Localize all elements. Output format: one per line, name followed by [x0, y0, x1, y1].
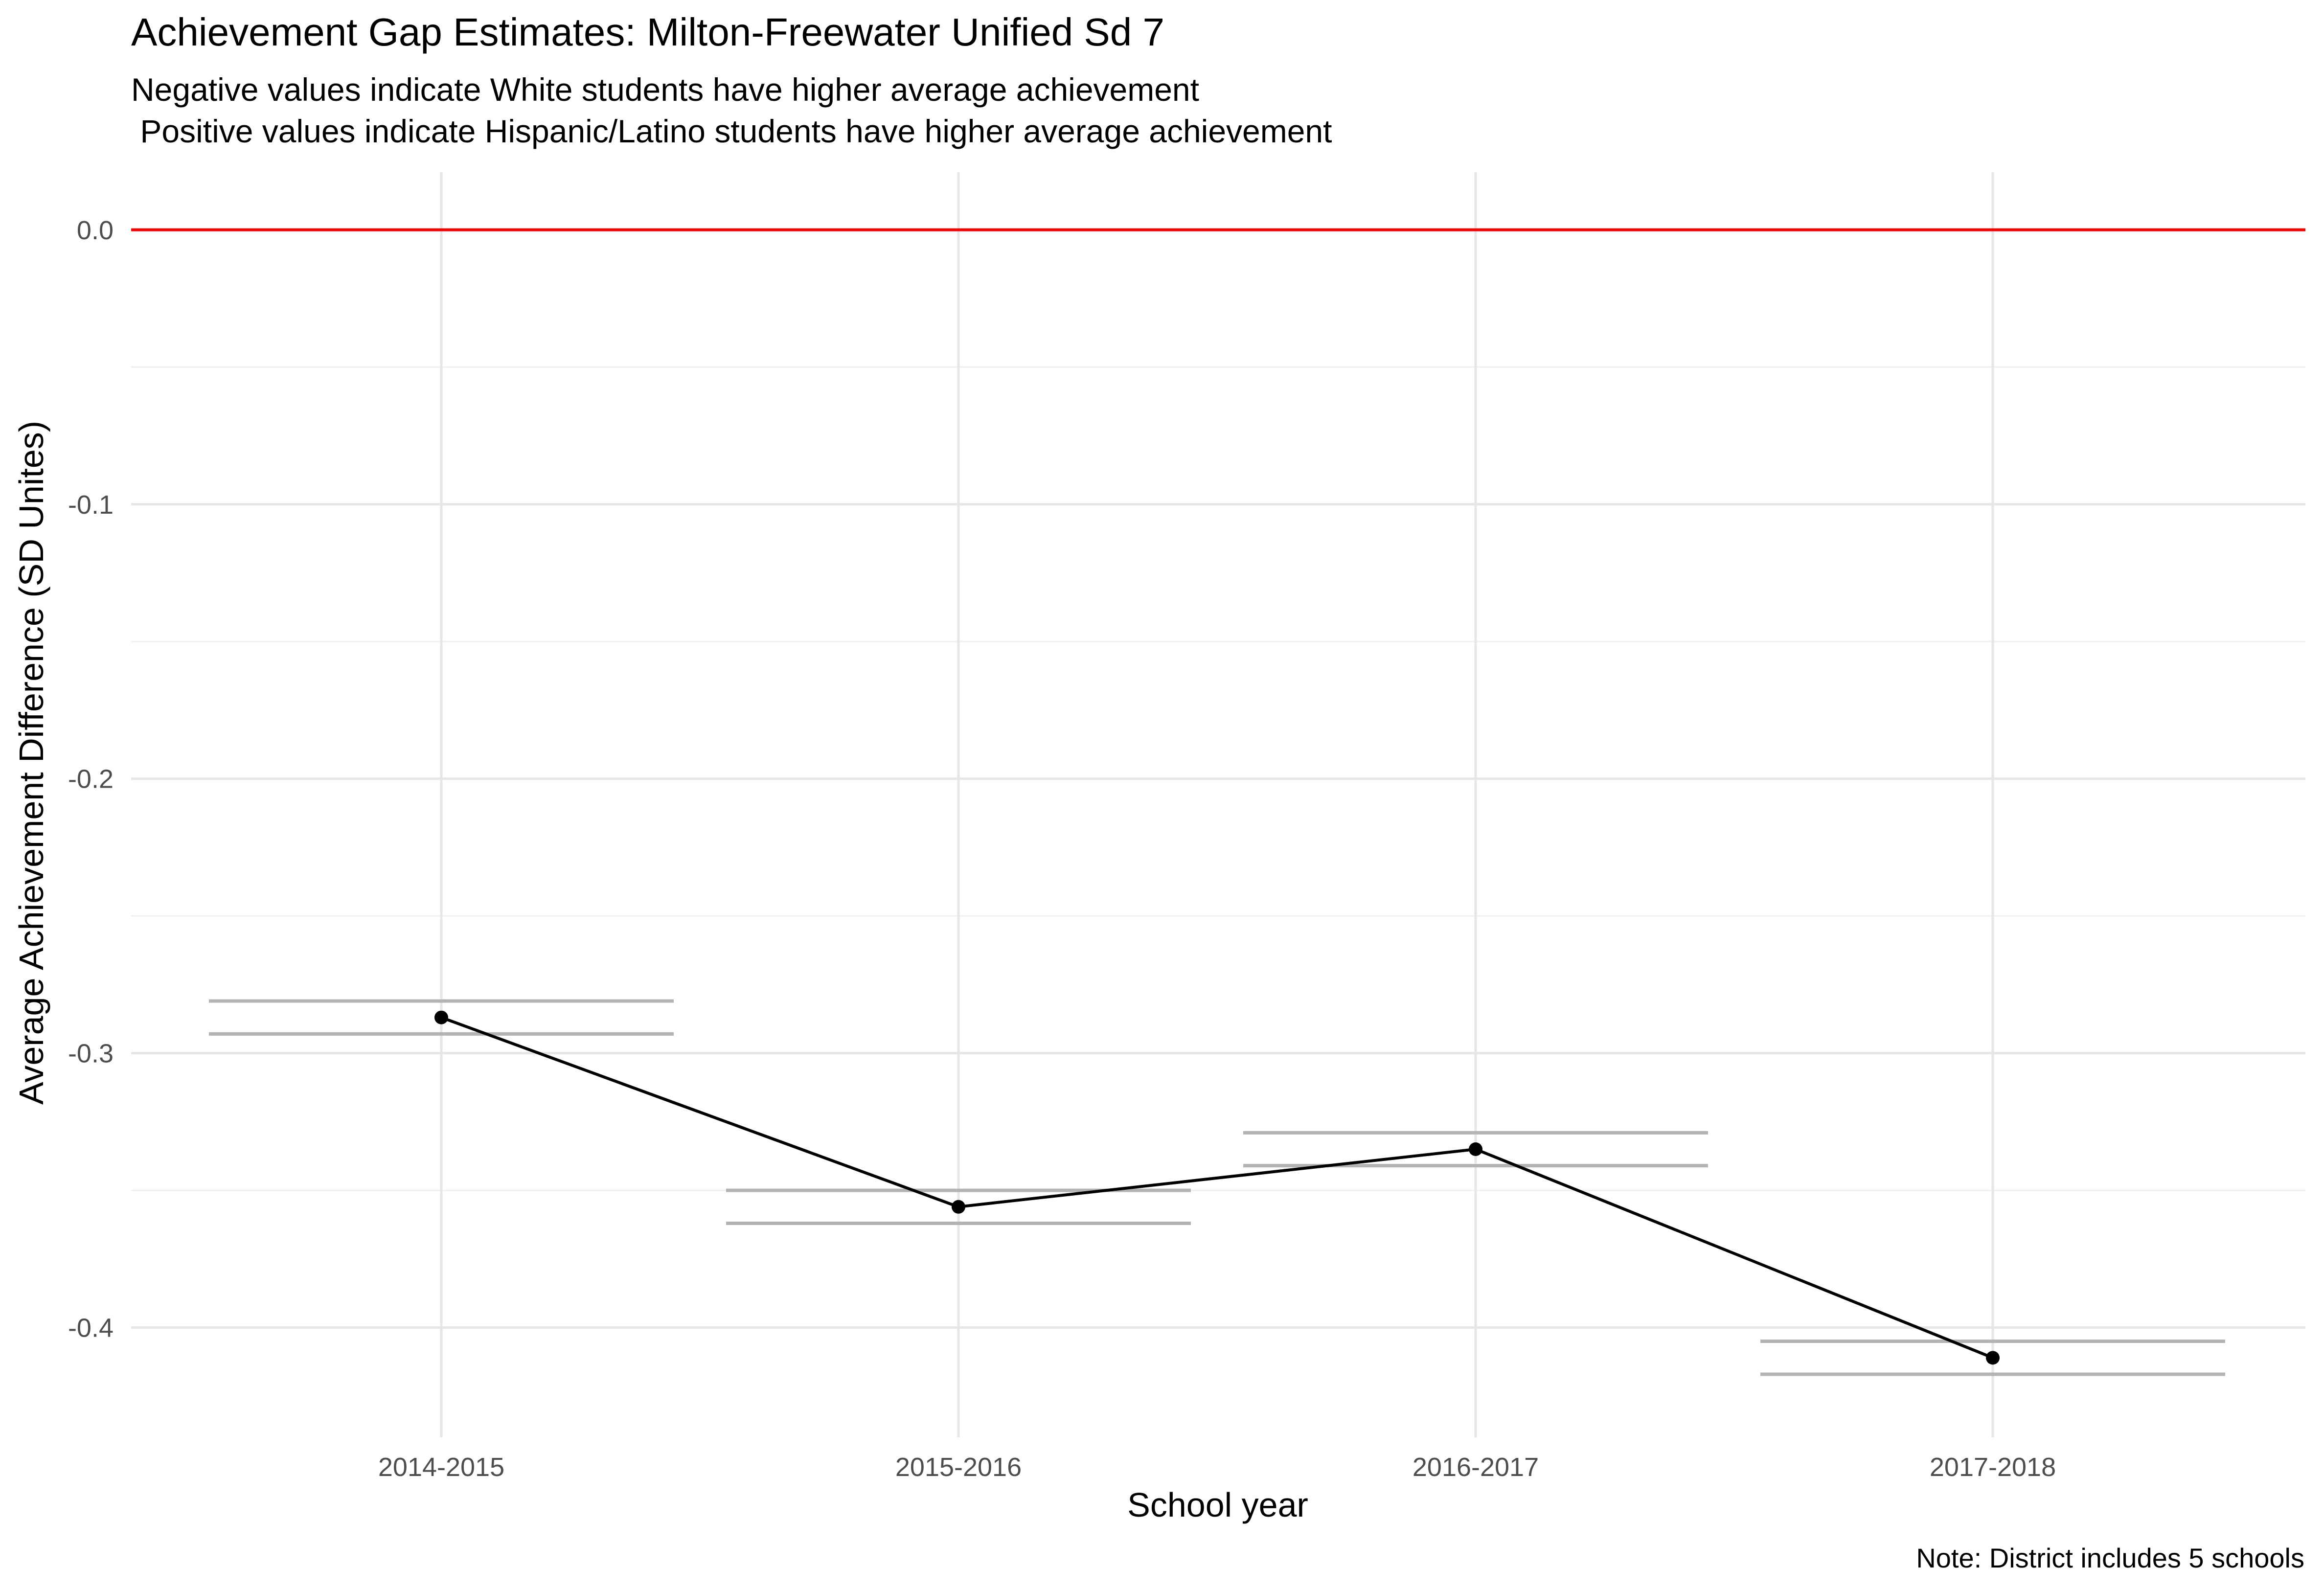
chart-caption: Note: District includes 5 schools: [1916, 1543, 2304, 1573]
y-tick-label: 0.0: [77, 216, 114, 245]
series-line: [440, 1016, 1994, 1360]
y-tick-label: -0.1: [68, 490, 114, 520]
y-axis-label: Average Achievement Difference (SD Unite…: [12, 421, 50, 1105]
x-axis-label: School year: [1127, 1486, 1308, 1524]
x-tick-label: 2014-2015: [378, 1453, 504, 1482]
x-tick-label: 2016-2017: [1413, 1453, 1539, 1482]
data-point: [1469, 1142, 1482, 1156]
data-series: [434, 1010, 2000, 1365]
interval-bars: [209, 999, 2225, 1376]
grid-lines: [131, 172, 2305, 1437]
chart-title: Achievement Gap Estimates: Milton-Freewa…: [131, 10, 1164, 54]
y-tick-label: -0.4: [68, 1314, 114, 1343]
x-tick-label: 2015-2016: [895, 1453, 1022, 1482]
data-point: [1986, 1351, 2000, 1365]
chart-subtitle-line-1: Negative values indicate White students …: [131, 71, 1199, 108]
y-tick-label: -0.2: [68, 765, 114, 794]
x-tick-label: 2017-2018: [1930, 1453, 2056, 1482]
x-axis-ticks: 2014-2015 2015-2016 2016-2017 2017-2018: [378, 1453, 2056, 1482]
y-axis-ticks: 0.0 -0.1 -0.2 -0.3 -0.4: [68, 216, 114, 1343]
data-point: [952, 1200, 965, 1214]
chart-subtitle-line-2: Positive values indicate Hispanic/Latino…: [131, 113, 1332, 149]
data-point: [434, 1010, 448, 1024]
y-tick-label: -0.3: [68, 1039, 114, 1068]
